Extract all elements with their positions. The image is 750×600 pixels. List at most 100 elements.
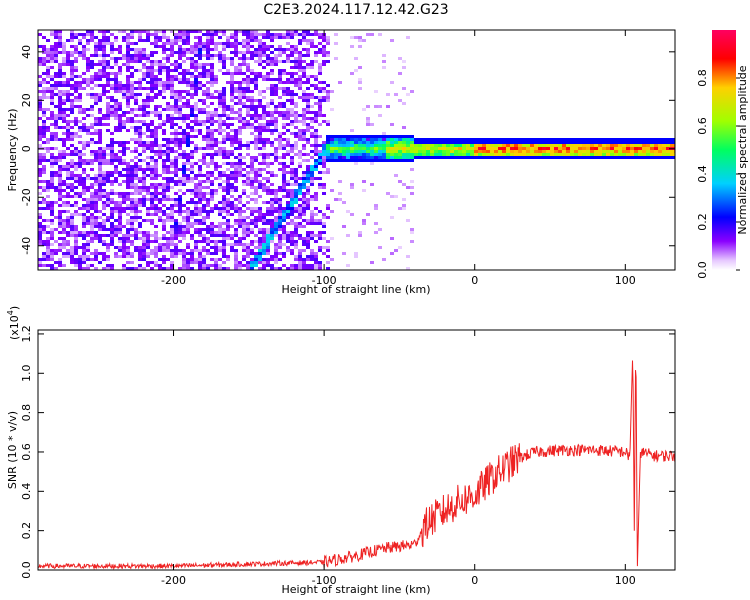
heatmap-cell xyxy=(222,180,226,183)
heatmap-cell xyxy=(254,51,258,54)
heatmap-cell xyxy=(282,156,286,159)
heatmap-cell xyxy=(58,237,62,240)
heatmap-cell xyxy=(158,207,162,210)
heatmap-cell xyxy=(670,144,674,147)
heatmap-cell xyxy=(178,105,182,108)
heatmap-cell xyxy=(110,225,114,228)
heatmap-cell xyxy=(82,159,86,162)
heatmap-cell xyxy=(306,105,310,108)
heatmap-cell xyxy=(190,141,194,144)
heatmap-cell xyxy=(254,216,258,219)
heatmap-cell xyxy=(150,183,154,186)
heatmap-cell xyxy=(102,93,106,96)
heatmap-cell xyxy=(270,189,274,192)
heatmap-cell xyxy=(294,189,298,192)
heatmap-cell xyxy=(266,75,270,78)
heatmap-cell xyxy=(198,165,202,168)
heatmap-cell xyxy=(198,108,202,111)
heatmap-cell xyxy=(350,141,354,144)
heatmap-cell xyxy=(130,159,134,162)
heatmap-cell xyxy=(538,156,542,159)
heatmap-cell xyxy=(238,30,242,33)
heatmap-cell xyxy=(302,90,306,93)
heatmap-cell xyxy=(102,162,106,165)
heatmap-cell xyxy=(46,219,50,222)
heatmap-cell xyxy=(430,144,434,147)
heatmap-cell xyxy=(58,258,62,261)
heatmap-cell xyxy=(174,237,178,240)
heatmap-cell xyxy=(158,150,162,153)
heatmap-cell xyxy=(46,243,50,246)
heatmap-cell xyxy=(186,264,190,267)
heatmap-cell xyxy=(550,141,554,144)
heatmap-cell xyxy=(278,252,282,255)
heatmap-cell xyxy=(310,267,314,270)
heatmap-cell xyxy=(146,252,150,255)
heatmap-cell xyxy=(394,174,398,177)
heatmap-cell xyxy=(54,135,58,138)
heatmap-cell xyxy=(394,138,398,141)
heatmap-cell xyxy=(318,219,322,222)
heatmap-cell xyxy=(430,147,434,150)
heatmap-cell xyxy=(42,36,46,39)
heatmap-cell xyxy=(194,114,198,117)
heatmap-cell xyxy=(86,264,90,267)
heatmap-cell xyxy=(230,234,234,237)
heatmap-cell xyxy=(154,255,158,258)
heatmap-cell xyxy=(174,108,178,111)
heatmap-cell xyxy=(38,138,42,141)
heatmap-cell xyxy=(526,141,530,144)
heatmap-cell xyxy=(202,123,206,126)
heatmap-cell xyxy=(218,234,222,237)
heatmap-cell xyxy=(234,69,238,72)
heatmap-cell xyxy=(186,72,190,75)
heatmap-cell xyxy=(182,252,186,255)
heatmap-cell xyxy=(166,171,170,174)
heatmap-cell xyxy=(282,237,286,240)
heatmap-cell xyxy=(42,252,46,255)
heatmap-cell xyxy=(266,213,270,216)
heatmap-cell xyxy=(170,150,174,153)
heatmap-cell xyxy=(298,156,302,159)
heatmap-cell xyxy=(102,189,106,192)
heatmap-cell xyxy=(82,168,86,171)
heatmap-cell xyxy=(478,147,482,150)
heatmap-cell xyxy=(262,60,266,63)
heatmap-cell xyxy=(174,234,178,237)
heatmap-cell xyxy=(106,114,110,117)
heatmap-cell xyxy=(250,261,254,264)
heatmap-cell xyxy=(162,183,166,186)
heatmap-cell xyxy=(290,96,294,99)
heatmap-cell xyxy=(114,192,118,195)
heatmap-cell xyxy=(306,222,310,225)
heatmap-cell xyxy=(398,99,402,102)
heatmap-cell xyxy=(82,108,86,111)
heatmap-cell xyxy=(210,111,214,114)
heatmap-cell xyxy=(478,144,482,147)
heatmap-cell xyxy=(78,267,82,270)
heatmap-cell xyxy=(182,255,186,258)
heatmap-cell xyxy=(398,153,402,156)
heatmap-cell xyxy=(66,123,70,126)
heatmap-cell xyxy=(378,156,382,159)
heatmap-cell xyxy=(322,156,326,159)
heatmap-cell xyxy=(238,237,242,240)
heatmap-cell xyxy=(214,189,218,192)
heatmap-cell xyxy=(426,141,430,144)
heatmap-cell xyxy=(110,132,114,135)
heatmap-cell xyxy=(134,60,138,63)
heatmap-cell xyxy=(410,159,414,162)
heatmap-cell xyxy=(86,81,90,84)
heatmap-cell xyxy=(246,51,250,54)
heatmap-cell xyxy=(266,60,270,63)
heatmap-cell xyxy=(502,150,506,153)
heatmap-cell xyxy=(266,30,270,33)
heatmap-cell xyxy=(198,129,202,132)
heatmap-cell xyxy=(150,171,154,174)
heatmap-cell xyxy=(150,75,154,78)
heatmap-cell xyxy=(58,36,62,39)
heatmap-cell xyxy=(598,153,602,156)
heatmap-cell xyxy=(98,69,102,72)
heatmap-cell xyxy=(278,243,282,246)
heatmap-cell xyxy=(318,210,322,213)
